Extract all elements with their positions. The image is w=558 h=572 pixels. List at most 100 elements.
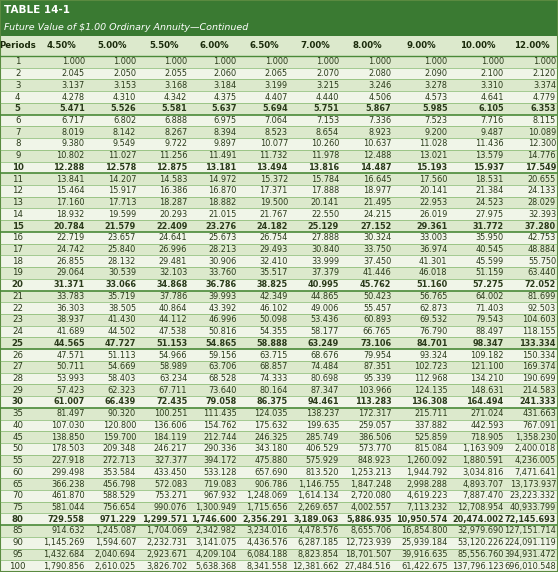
- Text: 4.779: 4.779: [533, 93, 556, 102]
- Text: 72.435: 72.435: [156, 398, 187, 407]
- Text: 26: 26: [12, 351, 23, 360]
- Text: 27.152: 27.152: [360, 221, 391, 231]
- Text: 10.077: 10.077: [259, 140, 288, 149]
- Text: 100: 100: [9, 562, 26, 571]
- Text: 4.278: 4.278: [61, 93, 85, 102]
- Text: 15.917: 15.917: [108, 186, 136, 196]
- Text: 42.349: 42.349: [259, 292, 288, 301]
- Text: 24.641: 24.641: [158, 233, 187, 243]
- Text: 36.974: 36.974: [419, 245, 448, 254]
- Bar: [0, 255, 558, 267]
- Text: 60: 60: [12, 468, 23, 477]
- Text: 17.560: 17.560: [419, 174, 448, 184]
- Text: 18.287: 18.287: [159, 198, 187, 207]
- Text: 8: 8: [15, 140, 21, 149]
- Bar: [0, 291, 558, 302]
- Text: 55: 55: [12, 456, 23, 465]
- Text: 27.975: 27.975: [475, 210, 504, 219]
- Text: 2,610.025: 2,610.025: [95, 562, 136, 571]
- Text: 46.102: 46.102: [259, 304, 288, 313]
- Text: 53,120.226: 53,120.226: [458, 538, 504, 547]
- Text: 154.762: 154.762: [203, 421, 237, 430]
- Text: 4.50%: 4.50%: [46, 42, 76, 50]
- Bar: [0, 372, 558, 384]
- Text: 2,040.694: 2,040.694: [95, 550, 136, 559]
- Text: 8.019: 8.019: [61, 128, 85, 137]
- Text: 9.380: 9.380: [62, 140, 85, 149]
- Text: 990.076: 990.076: [154, 503, 187, 512]
- Text: 11.028: 11.028: [419, 140, 448, 149]
- Text: 8,341.558: 8,341.558: [247, 562, 288, 571]
- Bar: [0, 185, 558, 197]
- Text: 848.923: 848.923: [358, 456, 391, 465]
- Text: 28.029: 28.029: [528, 198, 556, 207]
- Text: 54.355: 54.355: [259, 327, 288, 336]
- Bar: [0, 443, 558, 455]
- Text: 86.375: 86.375: [257, 398, 288, 407]
- Text: 21: 21: [12, 292, 23, 301]
- Text: 10: 10: [12, 163, 23, 172]
- Text: 80.164: 80.164: [259, 386, 288, 395]
- Text: 37.379: 37.379: [311, 268, 339, 277]
- Text: 16.386: 16.386: [159, 186, 187, 196]
- Text: 18.531: 18.531: [475, 174, 504, 184]
- Text: 30.539: 30.539: [108, 268, 136, 277]
- Text: 2.070: 2.070: [316, 69, 339, 78]
- Text: 20.293: 20.293: [159, 210, 187, 219]
- Text: 11.436: 11.436: [475, 140, 504, 149]
- Text: 5.985: 5.985: [422, 104, 448, 113]
- Text: 33.760: 33.760: [208, 268, 237, 277]
- Text: 40.545: 40.545: [475, 245, 504, 254]
- Text: 6.802: 6.802: [113, 116, 136, 125]
- Text: 37.450: 37.450: [363, 257, 391, 266]
- Text: 17.160: 17.160: [56, 198, 85, 207]
- Text: 1.000: 1.000: [264, 57, 288, 66]
- Text: 22.550: 22.550: [311, 210, 339, 219]
- Text: 175.632: 175.632: [254, 421, 288, 430]
- Text: 24: 24: [12, 327, 23, 336]
- Text: 85: 85: [12, 526, 23, 535]
- Text: 113.283: 113.283: [355, 398, 391, 407]
- Text: 36.786: 36.786: [205, 280, 237, 289]
- Text: 8.523: 8.523: [265, 128, 288, 137]
- Text: 16: 16: [12, 233, 23, 243]
- Text: 31.371: 31.371: [54, 280, 85, 289]
- Text: 21.579: 21.579: [105, 221, 136, 231]
- Text: 2,356.291: 2,356.291: [242, 515, 288, 524]
- Text: 85,556.760: 85,556.760: [458, 550, 504, 559]
- Text: 67.711: 67.711: [159, 386, 187, 395]
- Text: 51.160: 51.160: [416, 280, 448, 289]
- Text: 51.159: 51.159: [475, 268, 504, 277]
- Text: 29.361: 29.361: [416, 221, 448, 231]
- Text: 58.177: 58.177: [311, 327, 339, 336]
- Text: 753.271: 753.271: [154, 491, 187, 500]
- Text: 2,923.671: 2,923.671: [146, 550, 187, 559]
- Bar: [0, 114, 558, 126]
- Text: 1,253.213: 1,253.213: [350, 468, 391, 477]
- Text: 259.057: 259.057: [358, 421, 391, 430]
- Text: 50.098: 50.098: [259, 315, 288, 324]
- Text: 588.529: 588.529: [103, 491, 136, 500]
- Text: 32.393: 32.393: [528, 210, 556, 219]
- Text: 4,236.005: 4,236.005: [514, 456, 556, 465]
- Text: 22.953: 22.953: [420, 198, 448, 207]
- Bar: [0, 126, 558, 138]
- Text: 44.565: 44.565: [53, 339, 85, 348]
- Text: 58.403: 58.403: [108, 374, 136, 383]
- Text: 26.019: 26.019: [419, 210, 448, 219]
- Bar: [0, 244, 558, 255]
- Text: 15.464: 15.464: [56, 186, 85, 196]
- Text: 1,260.092: 1,260.092: [406, 456, 448, 465]
- Text: 57.423: 57.423: [56, 386, 85, 395]
- Text: 32.410: 32.410: [259, 257, 288, 266]
- Text: 13.021: 13.021: [419, 151, 448, 160]
- Text: 81.699: 81.699: [528, 292, 556, 301]
- Text: 17.549: 17.549: [525, 163, 556, 172]
- Text: 6.50%: 6.50%: [249, 42, 279, 50]
- Text: 285.749: 285.749: [306, 432, 339, 442]
- Text: 38.937: 38.937: [56, 315, 85, 324]
- Text: 62.323: 62.323: [108, 386, 136, 395]
- Text: 20.784: 20.784: [54, 221, 85, 231]
- Text: 2.060: 2.060: [214, 69, 237, 78]
- Text: 14.972: 14.972: [208, 174, 237, 184]
